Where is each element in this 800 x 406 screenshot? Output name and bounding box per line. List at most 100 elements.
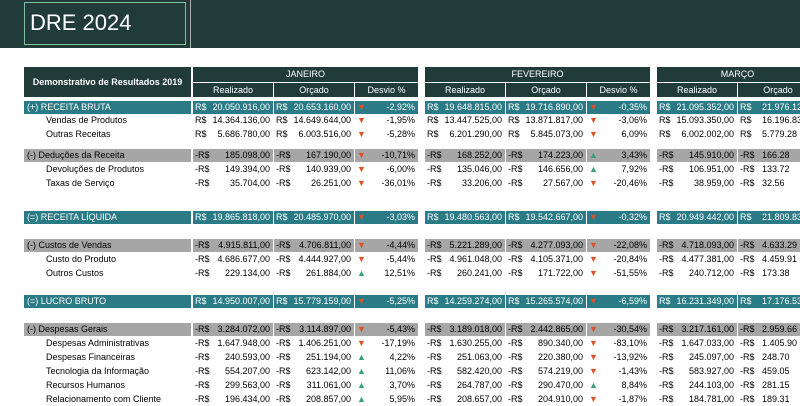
value-cell[interactable]: -R$ 26.251,00 xyxy=(274,177,354,190)
value-cell[interactable]: R$ 20.050.916,00 xyxy=(193,101,273,114)
value-cell[interactable]: -R$ 171.722,00 xyxy=(506,267,586,280)
deviation-cell[interactable]: ▼ -83,10% xyxy=(587,337,650,350)
value-cell[interactable]: R$ 19.716.890,00 xyxy=(506,101,586,114)
row-label[interactable]: Custo do Produto xyxy=(46,254,117,264)
deviation-cell[interactable]: ▼ -4,44% xyxy=(355,239,418,252)
value-cell[interactable]: R$ 14.649.644,00 xyxy=(274,114,354,127)
deviation-cell[interactable]: ▼ 6,09% xyxy=(587,128,650,141)
deviation-cell[interactable]: ▼ -5,43% xyxy=(355,323,418,336)
value-cell[interactable]: R$ 19.480.563,00 xyxy=(425,211,505,224)
deviation-cell[interactable]: ▼ -30,54% xyxy=(587,323,650,336)
value-cell[interactable]: -R$ 4.459.91 xyxy=(738,253,800,266)
value-cell[interactable]: R$ 16.196.83 xyxy=(738,114,800,127)
value-cell[interactable]: R$ 19.542.667,00 xyxy=(506,211,586,224)
row-label[interactable]: Relacionamento com Cliente xyxy=(46,394,162,404)
value-cell[interactable]: -R$ 5.221.289,00 xyxy=(425,239,505,252)
deviation-cell[interactable]: ▼ -22,08% xyxy=(587,239,650,252)
deviation-cell[interactable]: ▼ -2,92% xyxy=(355,101,418,114)
value-cell[interactable]: -R$ 1.647.948,00 xyxy=(193,337,273,350)
value-cell[interactable]: R$ 6.003.516,00 xyxy=(274,128,354,141)
value-cell[interactable]: -R$ 27.567,00 xyxy=(506,177,586,190)
row-label[interactable]: (-) Deduções da Receita xyxy=(24,149,191,162)
value-cell[interactable]: -R$ 168.252,00 xyxy=(425,149,505,162)
value-cell[interactable]: -R$ 166.28 xyxy=(738,149,800,162)
value-cell[interactable]: R$ 21.976.12 xyxy=(738,101,800,114)
value-cell[interactable]: -R$ 3.217.161,00 xyxy=(657,323,737,336)
value-cell[interactable]: -R$ 208.857,00 xyxy=(274,393,354,406)
value-cell[interactable]: -R$ 4.277.093,00 xyxy=(506,239,586,252)
value-cell[interactable]: -R$ 240.712,00 xyxy=(657,267,737,280)
value-cell[interactable]: -R$ 260.241,00 xyxy=(425,267,505,280)
value-cell[interactable]: R$ 19.865.818,00 xyxy=(193,211,273,224)
value-cell[interactable]: -R$ 135.046,00 xyxy=(425,163,505,176)
value-cell[interactable]: -R$ 244.103,00 xyxy=(657,379,737,392)
deviation-cell[interactable]: ▼ -3,03% xyxy=(355,211,418,224)
value-cell[interactable]: -R$ 890.340,00 xyxy=(506,337,586,350)
value-cell[interactable]: R$ 14.259.274,00 xyxy=(425,295,505,308)
value-cell[interactable]: R$ 21.809.83 xyxy=(738,211,800,224)
spreadsheet-grid[interactable]: Demonstrativo de Resultados 2019 JANEIRO… xyxy=(0,48,800,404)
value-cell[interactable]: R$ 5.779.28 xyxy=(738,128,800,141)
value-cell[interactable]: R$ 17.176.53 xyxy=(738,295,800,308)
deviation-cell[interactable]: ▲ 3,43% xyxy=(587,149,650,162)
row-label[interactable]: Devoluções de Produtos xyxy=(46,164,145,174)
value-cell[interactable]: -R$ 185.098,00 xyxy=(193,149,273,162)
value-cell[interactable]: R$ 15.093.350,00 xyxy=(657,114,737,127)
value-cell[interactable]: -R$ 264.787,00 xyxy=(425,379,505,392)
value-cell[interactable]: -R$ 220.380,00 xyxy=(506,351,586,364)
value-cell[interactable]: -R$ 240.593,00 xyxy=(193,351,273,364)
value-cell[interactable]: -R$ 184.781,00 xyxy=(657,393,737,406)
value-cell[interactable]: -R$ 299.563,00 xyxy=(193,379,273,392)
deviation-cell[interactable]: ▲ 4,22% xyxy=(355,351,418,364)
value-cell[interactable]: -R$ 133.72 xyxy=(738,163,800,176)
deviation-cell[interactable]: ▲ 3,70% xyxy=(355,379,418,392)
value-cell[interactable]: -R$ 245.097,00 xyxy=(657,351,737,364)
value-cell[interactable]: -R$ 149.394,00 xyxy=(193,163,273,176)
value-cell[interactable]: -R$ 4.686.677,00 xyxy=(193,253,273,266)
row-label[interactable]: (=) LUCRO BRUTO xyxy=(24,295,191,308)
value-cell[interactable]: -R$ 1.630.255,00 xyxy=(425,337,505,350)
value-cell[interactable]: -R$ 251.194,00 xyxy=(274,351,354,364)
deviation-cell[interactable]: ▼ -0,35% xyxy=(587,101,650,114)
row-label[interactable]: Recursos Humanos xyxy=(46,380,126,390)
value-cell[interactable]: -R$ 146.656,00 xyxy=(506,163,586,176)
value-cell[interactable]: -R$ 3.114.897,00 xyxy=(274,323,354,336)
value-cell[interactable]: -R$ 4.915.811,00 xyxy=(193,239,273,252)
value-cell[interactable]: -R$ 35.704,00 xyxy=(193,177,273,190)
deviation-cell[interactable]: ▼ -6,59% xyxy=(587,295,650,308)
row-label[interactable]: (-) Custos de Vendas xyxy=(24,239,191,252)
row-label[interactable]: Outros Custos xyxy=(46,268,104,278)
value-cell[interactable]: -R$ 281.15 xyxy=(738,379,800,392)
deviation-cell[interactable]: ▼ -10,71% xyxy=(355,149,418,162)
value-cell[interactable]: -R$ 261.884,00 xyxy=(274,267,354,280)
value-cell[interactable]: -R$ 174.223,00 xyxy=(506,149,586,162)
value-cell[interactable]: -R$ 2.959.66 xyxy=(738,323,800,336)
row-label[interactable]: (+) RECEITA BRUTA xyxy=(24,101,191,114)
deviation-cell[interactable]: ▼ -13,92% xyxy=(587,351,650,364)
value-cell[interactable]: -R$ 229.134,00 xyxy=(193,267,273,280)
value-cell[interactable]: -R$ 1.405.90 xyxy=(738,337,800,350)
value-cell[interactable]: -R$ 4.633.29 xyxy=(738,239,800,252)
value-cell[interactable]: -R$ 33.206,00 xyxy=(425,177,505,190)
deviation-cell[interactable]: ▼ -5,25% xyxy=(355,295,418,308)
value-cell[interactable]: R$ 20.949.442,00 xyxy=(657,211,737,224)
value-cell[interactable]: R$ 20.485.970,00 xyxy=(274,211,354,224)
value-cell[interactable]: -R$ 1.647.033,00 xyxy=(657,337,737,350)
deviation-cell[interactable]: ▼ -1,95% xyxy=(355,114,418,127)
value-cell[interactable]: -R$ 204.910,00 xyxy=(506,393,586,406)
value-cell[interactable]: -R$ 582.420,00 xyxy=(425,365,505,378)
deviation-cell[interactable]: ▼ -5,44% xyxy=(355,253,418,266)
row-label[interactable]: Taxas de Serviço xyxy=(46,178,115,188)
deviation-cell[interactable]: ▼ -17,19% xyxy=(355,337,418,350)
deviation-cell[interactable]: ▼ -3,06% xyxy=(587,114,650,127)
row-label[interactable]: Tecnologia da Informação xyxy=(46,366,150,376)
value-cell[interactable]: R$ 6.201.290,00 xyxy=(425,128,505,141)
value-cell[interactable]: -R$ 208.657,00 xyxy=(425,393,505,406)
value-cell[interactable]: -R$ 32.56 xyxy=(738,177,800,190)
value-cell[interactable]: -R$ 554.207,00 xyxy=(193,365,273,378)
value-cell[interactable]: -R$ 3.284.072,00 xyxy=(193,323,273,336)
deviation-cell[interactable]: ▼ -1,87% xyxy=(587,393,650,406)
page-title[interactable]: DRE 2024 xyxy=(24,2,186,45)
row-label[interactable]: Vendas de Produtos xyxy=(46,115,128,125)
value-cell[interactable]: -R$ 2.442.865,00 xyxy=(506,323,586,336)
